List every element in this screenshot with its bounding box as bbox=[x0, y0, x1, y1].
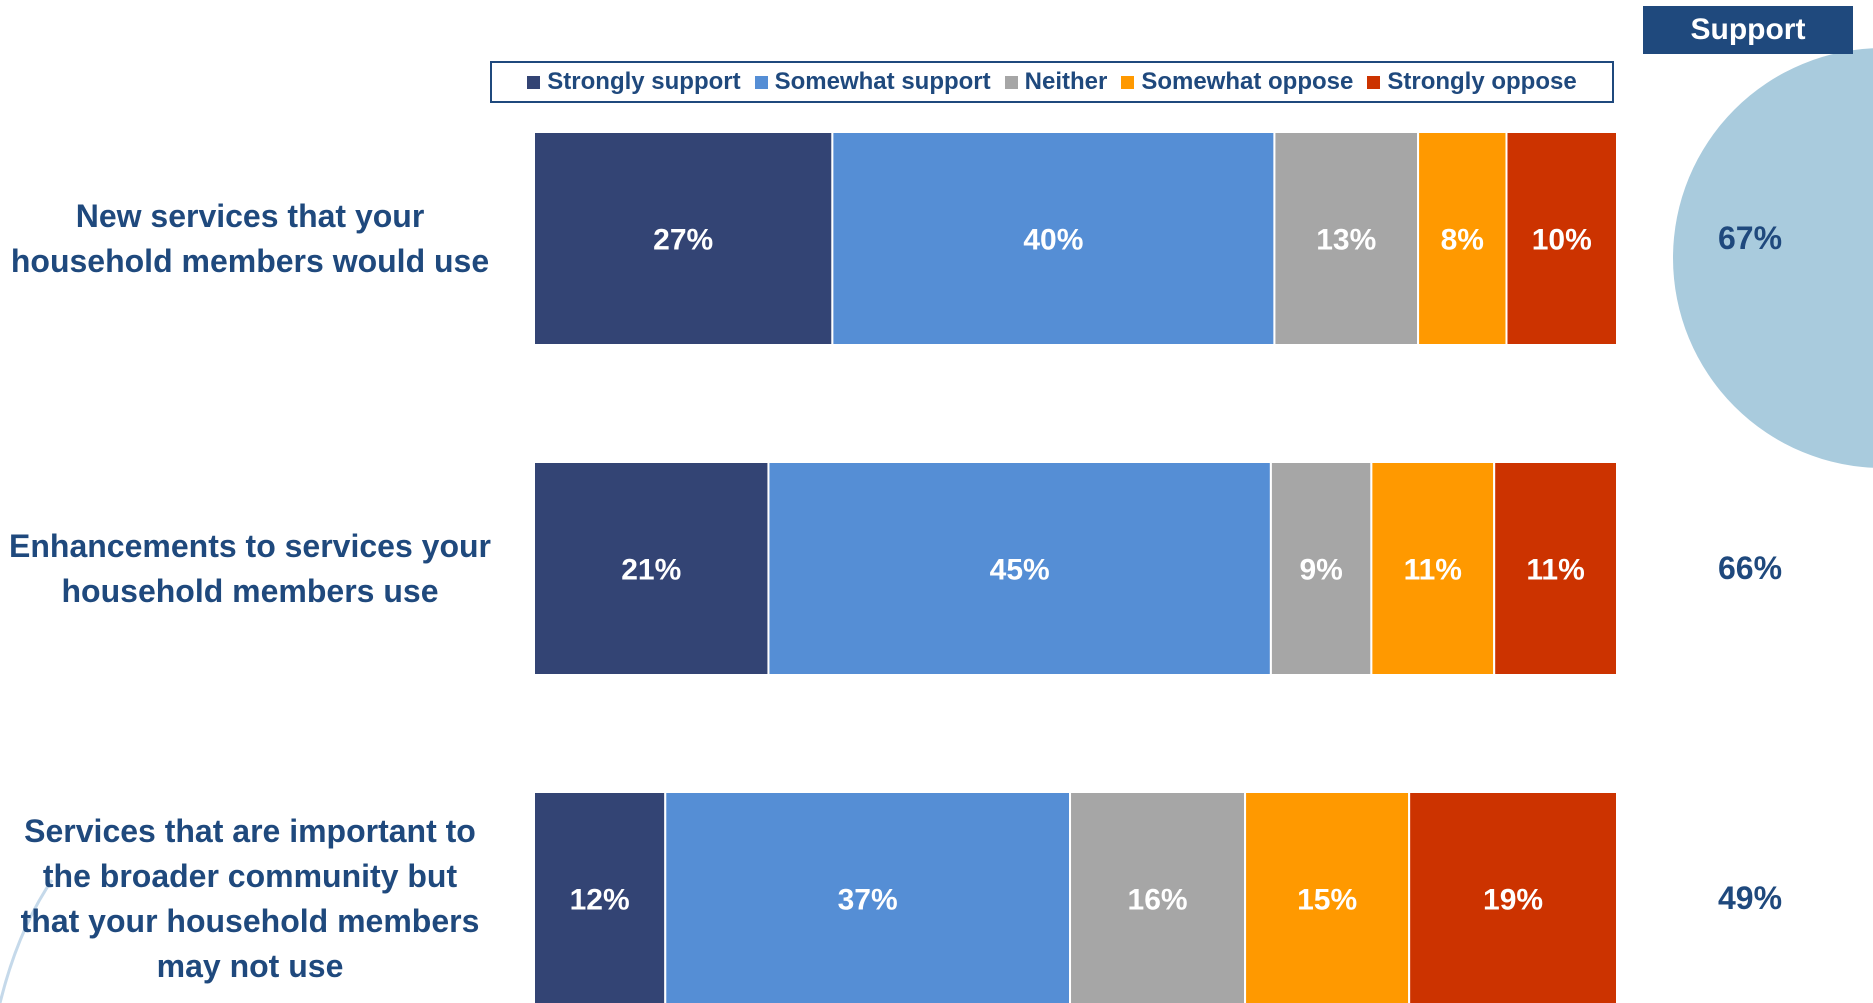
legend-swatch bbox=[1367, 75, 1381, 89]
bar-segment bbox=[1273, 131, 1420, 346]
bar-segment bbox=[1505, 131, 1618, 346]
bars-group: 27% 40% 13% 8% 10% 21% 45% 9% 11% 11% 12% 37% 16% 15%… bbox=[533, 131, 1618, 1003]
legend-item: Strongly oppose bbox=[1367, 68, 1577, 96]
data-label: 15% bbox=[1297, 884, 1357, 917]
category-label-line: that your household members bbox=[20, 902, 480, 939]
data-label: 11% bbox=[1526, 554, 1584, 587]
data-label: 40% bbox=[1023, 224, 1083, 257]
legend-label: Somewhat support bbox=[774, 68, 991, 95]
data-label: 11% bbox=[1404, 554, 1462, 587]
category-label: New services that your household members … bbox=[0, 194, 500, 284]
legend: Strongly support Somewhat support Neither S… bbox=[490, 61, 1614, 103]
data-label: 16% bbox=[1128, 884, 1188, 917]
category-label-line: Services that are important to bbox=[24, 812, 476, 849]
category-label-line: New services that your bbox=[75, 197, 425, 234]
legend-swatch bbox=[1004, 75, 1018, 89]
legend-swatch bbox=[1121, 75, 1135, 89]
category-label: Services that are important to the broade… bbox=[0, 809, 500, 989]
bar-segment bbox=[533, 791, 667, 1003]
legend-item: Somewhat oppose bbox=[1121, 68, 1353, 96]
category-label-line: household members would use bbox=[10, 242, 490, 279]
category-label-line: household members use bbox=[61, 572, 439, 609]
data-label: 9% bbox=[1299, 554, 1342, 587]
bar-segment bbox=[831, 131, 1276, 346]
category-label-line: Enhancements to services your bbox=[9, 527, 491, 564]
legend-label: Neither bbox=[1024, 68, 1108, 95]
legend-label: Somewhat oppose bbox=[1141, 68, 1354, 95]
bar-segment bbox=[1417, 131, 1508, 346]
legend-item: Neither bbox=[1004, 68, 1108, 96]
category-label-line: may not use bbox=[156, 947, 344, 984]
legend-swatch bbox=[527, 75, 541, 89]
data-label: 19% bbox=[1483, 884, 1543, 917]
bar-segment bbox=[767, 461, 1272, 676]
bar-segment bbox=[533, 131, 834, 346]
data-label: 21% bbox=[621, 554, 681, 587]
legend-swatch bbox=[754, 75, 768, 89]
support-highlight-circle bbox=[1673, 48, 1873, 468]
support-total: 49% bbox=[1717, 879, 1783, 916]
bar-segment bbox=[664, 791, 1072, 1003]
support-total: 66% bbox=[1717, 549, 1783, 586]
legend-item: Strongly support bbox=[527, 68, 741, 96]
data-label: 27% bbox=[653, 224, 713, 257]
data-label: 10% bbox=[1532, 224, 1592, 257]
data-label: 8% bbox=[1441, 224, 1484, 257]
support-total: 67% bbox=[1717, 219, 1783, 256]
data-label: 12% bbox=[570, 884, 630, 917]
bar-segment bbox=[1269, 461, 1373, 676]
bar-segment bbox=[533, 461, 770, 676]
category-label: Enhancements to services your household m… bbox=[0, 524, 500, 614]
data-label: 13% bbox=[1316, 224, 1376, 257]
legend-label: Strongly support bbox=[547, 68, 741, 95]
legend-item: Somewhat support bbox=[754, 68, 991, 96]
legend-label: Strongly oppose bbox=[1387, 68, 1577, 95]
data-label: 45% bbox=[990, 554, 1050, 587]
bar-segment bbox=[1493, 461, 1618, 676]
decorative-curve bbox=[0, 879, 54, 1003]
support-header: Support bbox=[1643, 6, 1853, 54]
data-label: 37% bbox=[838, 884, 898, 917]
category-label-line: the broader community but bbox=[42, 857, 458, 894]
bar-segment bbox=[1408, 791, 1618, 1003]
